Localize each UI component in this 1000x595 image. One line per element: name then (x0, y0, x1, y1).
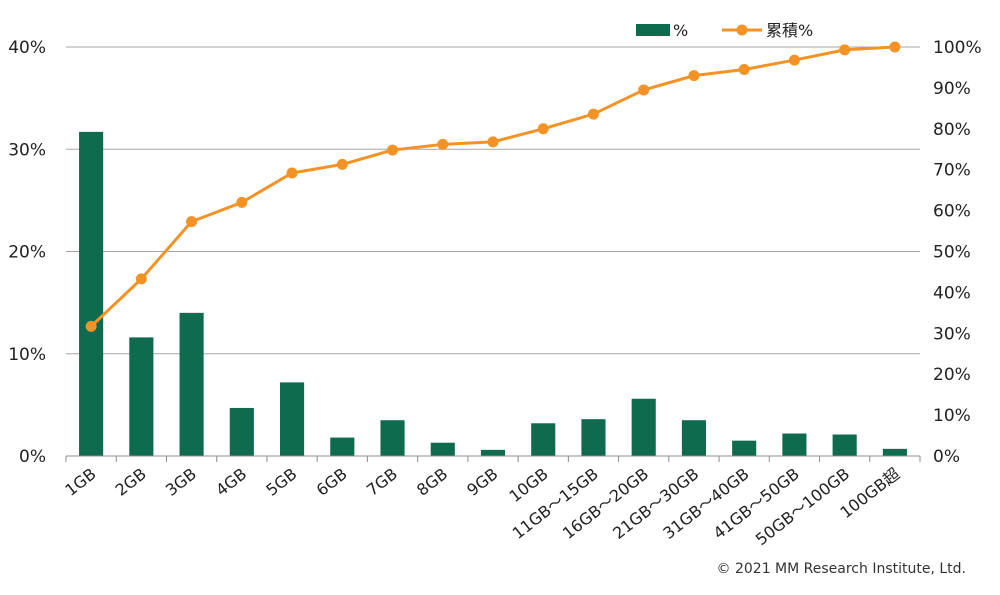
bar-16 (832, 434, 857, 456)
cumulative-point-14 (738, 63, 750, 75)
y-left-tick-label: 40% (8, 38, 46, 58)
y-right-tick-label: 30% (933, 324, 971, 344)
bar-14 (732, 440, 757, 456)
bar-9 (480, 449, 506, 456)
x-category-label: 6GB (313, 464, 351, 500)
x-category-label: 3GB (162, 464, 200, 500)
bar-8 (430, 442, 455, 456)
bar-4 (229, 407, 254, 456)
bar-12 (631, 398, 656, 456)
y-right-tick-label: 70% (933, 161, 971, 181)
x-category-label: 8GB (413, 464, 451, 500)
y-right-tick-label: 0% (933, 447, 960, 467)
y-right-tick-label: 80% (933, 120, 971, 140)
y-right-tick-label: 20% (933, 365, 971, 385)
legend-bar-label: % (673, 21, 688, 40)
x-category-label: 16GB～20GB (559, 464, 652, 543)
cumulative-point-8 (437, 138, 449, 150)
x-category-label: 7GB (363, 464, 401, 500)
cumulative-point-4 (236, 196, 248, 208)
x-category-label: 1GB (61, 464, 99, 500)
cumulative-point-16 (839, 44, 851, 56)
y-right-tick-label: 60% (933, 202, 971, 222)
legend: % 累積% (636, 21, 813, 40)
bar-6 (330, 437, 355, 456)
x-category-label: 5GB (262, 464, 300, 500)
x-category-label: 31GB～40GB (659, 464, 752, 543)
bar-10 (531, 423, 556, 456)
y-left-tick-label: 20% (8, 243, 46, 263)
y-right-tick-label: 10% (933, 406, 971, 426)
y-right-tick-label: 100% (933, 38, 982, 58)
bar-15 (782, 433, 807, 456)
y-right-tick-label: 40% (933, 283, 971, 303)
cumulative-point-2 (135, 273, 147, 285)
cumulative-point-3 (186, 216, 198, 228)
axes (65, 455, 921, 462)
cumulative-point-10 (537, 123, 549, 135)
legend-bar-swatch (636, 24, 670, 36)
x-category-label: 9GB (463, 464, 501, 500)
copyright-credit: © 2021 MM Research Institute, Ltd. (716, 561, 966, 577)
cumulative-point-6 (336, 158, 348, 170)
cumulative-point-5 (286, 167, 298, 179)
bar-series (79, 131, 907, 456)
y-left-tick-label: 0% (19, 447, 46, 467)
cumulative-point-13 (688, 70, 700, 82)
bar-7 (380, 420, 405, 456)
legend-line-label: 累積% (766, 21, 813, 40)
cumulative-point-1 (85, 320, 97, 332)
bar-3 (179, 312, 204, 456)
cumulative-line-series (85, 41, 901, 332)
cumulative-point-15 (788, 54, 800, 66)
y-right-tick-label: 50% (933, 243, 971, 263)
grid-lines (66, 46, 920, 355)
tick-labels: 0% 10% 20% 30% 40% 0% 10% 20% 30% 40% 50% 60% 70% 80%… (8, 38, 981, 549)
bar-17 (882, 448, 907, 456)
bar-11 (581, 419, 606, 456)
cumulative-point-9 (487, 136, 499, 148)
x-category-label: 11GB～15GB (509, 464, 602, 543)
bar-5 (280, 382, 305, 456)
x-category-label: 2GB (112, 464, 150, 500)
legend-line-marker (736, 24, 748, 36)
bar-2 (129, 337, 154, 456)
bar-1 (79, 131, 104, 456)
y-left-tick-label: 30% (8, 140, 46, 160)
x-category-label: 4GB (212, 464, 250, 500)
cumulative-point-11 (587, 108, 599, 120)
cumulative-point-7 (387, 144, 399, 156)
y-left-tick-label: 10% (8, 345, 46, 365)
bar-13 (681, 420, 706, 456)
cumulative-point-12 (638, 84, 650, 96)
cumulative-line (90, 45, 895, 328)
y-right-tick-label: 90% (933, 79, 971, 99)
cumulative-point-17 (889, 41, 901, 53)
x-category-label: 21GB～30GB (609, 464, 702, 543)
